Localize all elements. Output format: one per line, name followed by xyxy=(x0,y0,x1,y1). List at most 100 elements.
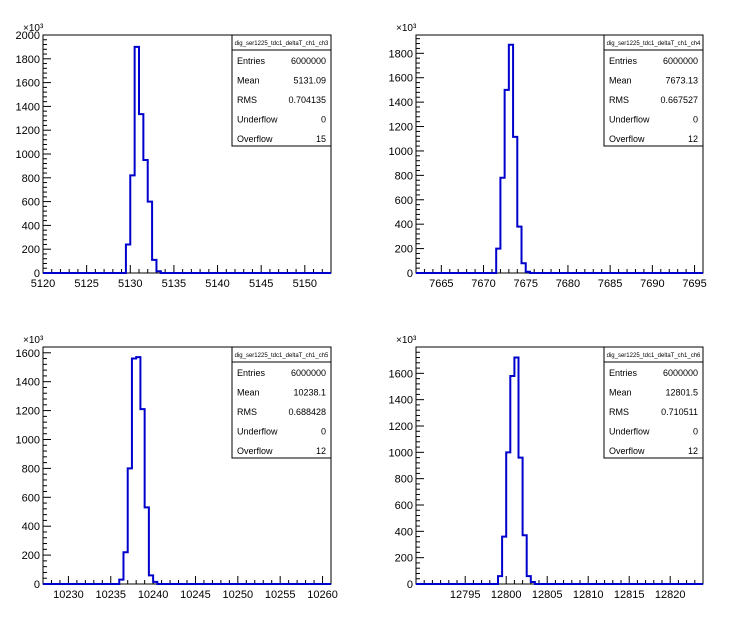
x-tick-label: 12795 xyxy=(450,589,481,601)
y-tick-label: 1000 xyxy=(16,149,40,161)
stats-label: Overflow xyxy=(237,446,273,456)
y-tick-label: 1200 xyxy=(16,406,40,418)
stats-title: dig_ser1225_tdc1_deltaT_ch1_ch3 xyxy=(235,41,329,47)
histogram-bin xyxy=(510,376,514,584)
histogram-bin xyxy=(505,90,509,273)
stats-box: dig_ser1225_tdc1_deltaT_ch1_ch3 Entries 60… xyxy=(231,34,332,147)
histogram-bin xyxy=(509,45,513,273)
y-tick-label: 1800 xyxy=(16,54,40,66)
stats-title: dig_ser1225_tdc1_deltaT_ch1_ch6 xyxy=(607,353,701,359)
histogram-bin xyxy=(123,552,127,584)
y-tick-label: 1600 xyxy=(389,368,413,380)
stats-label: Entries xyxy=(237,368,266,378)
histogram-outline xyxy=(416,43,703,274)
x-tick-label: 12820 xyxy=(655,589,686,601)
y-tick-label: 1200 xyxy=(16,125,40,137)
x-tick-label: 10260 xyxy=(307,589,338,601)
histogram-bin xyxy=(519,458,523,584)
y-tick-label: 1400 xyxy=(16,377,40,389)
stats-label: RMS xyxy=(609,407,629,417)
stats-value: 5131.09 xyxy=(293,76,326,86)
histogram-bin xyxy=(523,535,527,584)
stats-value: 12 xyxy=(688,446,698,456)
histogram-bin xyxy=(140,409,144,584)
stats-value: 0 xyxy=(693,427,698,437)
histogram-bin xyxy=(145,507,149,584)
x-tick-label: 5135 xyxy=(162,278,186,290)
stats-value: 0.688428 xyxy=(288,407,326,417)
stats-label: Underflow xyxy=(609,115,650,125)
stats-box: dig_ser1225_tdc1_deltaT_ch1_ch6 Entries 60… xyxy=(603,346,704,459)
stats-value: 0 xyxy=(693,115,698,125)
x-tick-label: 7670 xyxy=(471,278,495,290)
y-tick-label: 200 xyxy=(395,553,413,565)
stats-box-frame xyxy=(603,34,704,147)
y-tick-label: 600 xyxy=(395,500,413,512)
y-tick-label: 1000 xyxy=(389,447,413,459)
stats-label: Mean xyxy=(237,388,260,398)
x-tick-label: 10240 xyxy=(138,589,169,601)
x-tick-label: 7695 xyxy=(682,278,706,290)
y-tick-label: 0 xyxy=(407,579,413,591)
histogram-bin xyxy=(498,576,502,584)
stats-title: dig_ser1225_tdc1_deltaT_ch1_ch5 xyxy=(235,353,329,359)
histogram-bin xyxy=(126,244,130,273)
stats-label: Entries xyxy=(609,368,638,378)
x-tick-label: 7680 xyxy=(556,278,580,290)
x-tick-label: 7675 xyxy=(513,278,537,290)
stats-label: Overflow xyxy=(609,446,645,456)
stats-label: Mean xyxy=(237,76,260,86)
stats-label: Entries xyxy=(609,56,638,66)
histogram-bin xyxy=(143,160,147,273)
y-tick-label: 400 xyxy=(22,220,40,232)
stats-title: dig_ser1225_tdc1_deltaT_ch1_ch4 xyxy=(607,41,701,47)
stats-value: 12 xyxy=(688,134,698,144)
histogram-bin xyxy=(500,178,504,273)
y-tick-label: 1000 xyxy=(16,434,40,446)
stats-label: Underflow xyxy=(237,115,278,125)
histogram-outline xyxy=(416,356,703,585)
exponent-label: ×10³ xyxy=(396,335,417,346)
y-tick-label: 800 xyxy=(22,173,40,185)
histogram-bin xyxy=(517,227,521,273)
x-tick-label: 5125 xyxy=(74,278,98,290)
y-tick-label: 0 xyxy=(34,268,40,280)
stats-value: 0 xyxy=(321,115,326,125)
y-tick-label: 1600 xyxy=(16,348,40,360)
stats-value: 12801.5 xyxy=(665,388,698,398)
x-tick-label: 5140 xyxy=(205,278,229,290)
y-tick-label: 800 xyxy=(395,474,413,486)
y-tick-label: 2000 xyxy=(16,30,40,42)
y-tick-label: 400 xyxy=(395,219,413,231)
stats-box-frame xyxy=(231,346,332,459)
y-tick-label: 600 xyxy=(395,195,413,207)
x-tick-label: 10250 xyxy=(223,589,254,601)
exponent-label: ×10³ xyxy=(396,23,417,34)
x-tick-label: 5150 xyxy=(293,278,317,290)
y-tick-label: 1600 xyxy=(389,73,413,85)
histogram-bin xyxy=(514,358,518,584)
y-tick-label: 400 xyxy=(395,526,413,538)
histogram-bin xyxy=(496,249,500,273)
stats-value: 6000000 xyxy=(291,368,326,378)
x-tick-label: 7665 xyxy=(429,278,453,290)
stats-value: 6000000 xyxy=(663,368,698,378)
y-tick-label: 1200 xyxy=(389,122,413,134)
x-tick-label: 5130 xyxy=(118,278,142,290)
y-tick-label: 0 xyxy=(34,579,40,591)
x-tick-label: 12805 xyxy=(532,589,563,601)
y-tick-label: 1400 xyxy=(389,97,413,109)
x-tick-label: 5145 xyxy=(249,278,273,290)
y-tick-label: 600 xyxy=(22,492,40,504)
stats-label: Mean xyxy=(609,388,632,398)
stats-value: 10238.1 xyxy=(293,388,326,398)
stats-label: Entries xyxy=(237,56,266,66)
stats-value: 0.704135 xyxy=(288,95,326,105)
stats-box-frame xyxy=(603,346,704,459)
histogram-bin xyxy=(527,576,531,584)
y-tick-label: 200 xyxy=(22,550,40,562)
histogram-bin xyxy=(502,537,506,584)
y-tick-label: 1000 xyxy=(389,146,413,158)
stats-label: Mean xyxy=(609,76,632,86)
stats-label: Overflow xyxy=(237,134,273,144)
